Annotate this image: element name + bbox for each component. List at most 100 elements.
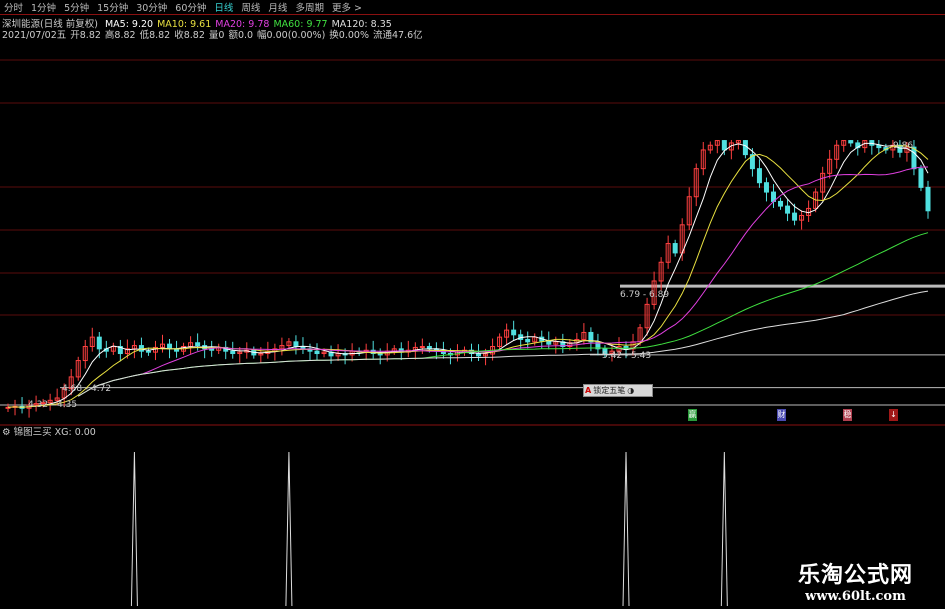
quote-field: 换0.00% <box>329 30 369 41</box>
candle-body <box>763 182 769 193</box>
candle-body <box>5 406 11 409</box>
candle-body <box>525 338 531 343</box>
candle-body <box>686 196 692 226</box>
candle-body <box>700 149 706 170</box>
candle-body <box>476 353 482 357</box>
candle-body <box>145 350 151 353</box>
menu-item-4[interactable]: 30分钟 <box>136 3 168 14</box>
menu-item-7[interactable]: 周线 <box>241 3 261 14</box>
candle-body <box>848 140 854 144</box>
menu-item-8[interactable]: 月线 <box>268 3 288 14</box>
candle-body <box>314 350 320 355</box>
candle-body <box>721 140 727 151</box>
candle-body <box>75 360 81 378</box>
indicator-gear-icon[interactable]: ⚙ <box>2 427 11 438</box>
indicator-value: XG: 0.00 <box>54 427 96 438</box>
candle-body <box>195 342 201 347</box>
candle-body <box>40 402 46 405</box>
candle-body <box>286 341 292 347</box>
quote-field: 幅0.00(0.00%) <box>257 30 326 41</box>
candle-body <box>588 331 594 343</box>
signal-badge-2: 财 <box>777 409 786 421</box>
pill-a-icon: A <box>585 386 592 395</box>
ma-line-60 <box>77 232 929 397</box>
candle-body <box>293 341 299 348</box>
candle-body <box>742 140 748 156</box>
candle-body <box>61 388 67 399</box>
candle-body <box>792 212 798 221</box>
menu-item-6[interactable]: 日线 <box>214 3 234 14</box>
candle-body <box>735 140 741 144</box>
candle-body <box>925 186 931 212</box>
candle-body <box>160 343 166 348</box>
menu-item-5[interactable]: 60分钟 <box>175 3 207 14</box>
menu-item-1[interactable]: 1分钟 <box>31 3 57 14</box>
menu-divider <box>0 14 945 15</box>
candle-body <box>237 351 243 355</box>
candle-body <box>911 146 917 170</box>
candle-body <box>511 329 517 336</box>
candle-body <box>89 336 95 348</box>
candle-body <box>602 348 608 355</box>
candle-body <box>321 351 327 355</box>
signal-spike <box>130 451 138 607</box>
ma-line-20 <box>77 166 929 397</box>
candle-body <box>834 144 840 160</box>
candle-body <box>785 205 791 214</box>
candle-body <box>82 346 88 362</box>
candle-body <box>258 353 264 356</box>
ma-line-10 <box>7 145 929 408</box>
quote-field: 2021/07/02五 <box>2 30 67 41</box>
candle-body <box>918 168 924 188</box>
candle-body <box>714 140 720 146</box>
ma-legend-item: MA120: 8.35 <box>331 19 392 30</box>
quote-line: 2021/07/02五 开8.82 高8.82 低8.82 收8.82 量0 额0.0 幅0.… <box>2 27 427 41</box>
candle-body <box>644 303 650 329</box>
menu-item-2[interactable]: 5分钟 <box>64 3 90 14</box>
candle-body <box>117 346 123 355</box>
menu-item-3[interactable]: 15分钟 <box>97 3 129 14</box>
price-label-4-72: 4.68 - 4.72 <box>62 384 112 394</box>
ma-line-120 <box>77 290 929 397</box>
candle-body <box>124 348 130 355</box>
candle-body <box>827 158 833 174</box>
candle-body <box>553 341 559 345</box>
candle-body <box>96 336 102 350</box>
ma-line-5 <box>7 142 929 408</box>
stock-name: 深圳能源(日线 前复权) <box>2 19 98 30</box>
candle-body <box>756 168 762 184</box>
pill-icon[interactable]: ◑ <box>627 386 635 395</box>
candle-body <box>370 349 376 355</box>
candle-body <box>728 142 734 151</box>
candle-body <box>609 350 615 355</box>
period-menu: 分时 1分钟 5分钟 15分钟 30分钟 60分钟 日线 周线 月线 多周期 更多 > <box>0 0 945 14</box>
candle-body <box>581 331 587 340</box>
candle-body <box>68 376 74 390</box>
candle-body <box>377 353 383 356</box>
price-label-5-42: 5.42 - 5.43 <box>602 351 652 361</box>
menu-item-9[interactable]: 多周期 <box>295 3 324 14</box>
signal-badge-4: ↓ <box>889 409 898 421</box>
quote-field: 量0 <box>208 30 225 41</box>
candle-body <box>504 329 510 338</box>
candle-body <box>47 399 53 404</box>
price-label-4-35: 4.32 - 4.35 <box>28 400 78 410</box>
ma-legend-item: MA60: 9.77 <box>273 19 328 30</box>
ma-legend-item: MA10: 9.61 <box>157 19 212 30</box>
signal-badge-1: 赢 <box>688 409 697 421</box>
candle-body <box>54 397 60 401</box>
candle-body <box>230 350 236 355</box>
menu-item-0[interactable]: 分时 <box>4 3 24 14</box>
watermark-title: 乐淘公式网 <box>797 562 913 588</box>
quote-field: 额0.0 <box>228 30 254 41</box>
candle-body <box>820 172 826 193</box>
candle-body <box>33 403 39 406</box>
price-label-6-89: 6.79 - 6.89 <box>620 290 670 300</box>
menu-item-10[interactable]: 更多 > <box>331 3 362 14</box>
signal-spike <box>720 451 728 607</box>
quote-field: 开8.82 <box>70 30 101 41</box>
lock-toolbar[interactable]: A 锁定五笔 ◑ <box>583 384 653 397</box>
candle-body <box>483 353 489 357</box>
candle-body <box>749 154 755 170</box>
